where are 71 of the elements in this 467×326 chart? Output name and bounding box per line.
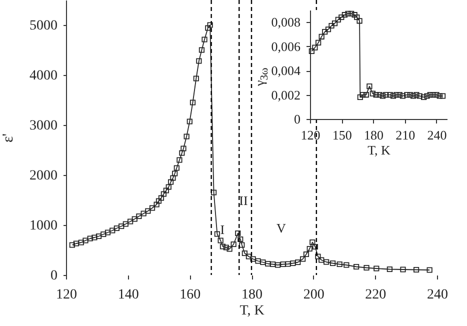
point — [407, 92, 413, 98]
y-tick-label: 0,004 — [271, 63, 301, 78]
point — [390, 93, 396, 99]
point — [376, 92, 382, 98]
x-tick-label: 220 — [365, 288, 386, 302]
x-tick-label: 160 — [180, 288, 201, 302]
point — [342, 12, 348, 18]
point — [363, 92, 369, 98]
point — [383, 92, 389, 98]
point — [325, 26, 332, 32]
y-tick-label: 0,002 — [271, 87, 300, 102]
point — [414, 92, 420, 98]
y-tick-label: 2000 — [30, 168, 58, 184]
point — [312, 44, 318, 50]
point — [308, 48, 314, 54]
point — [440, 93, 446, 99]
point — [322, 29, 328, 35]
point — [434, 92, 440, 98]
point — [352, 12, 358, 18]
point — [360, 92, 366, 98]
y-tick-label: 0 — [50, 268, 58, 284]
point — [328, 22, 334, 29]
x-tick-label: 240 — [427, 128, 447, 142]
x-tick-label: 150 — [332, 128, 352, 142]
point — [400, 93, 406, 99]
point — [332, 20, 338, 26]
point — [427, 92, 433, 98]
point — [316, 40, 322, 46]
y-tick-label: 0,006 — [271, 38, 301, 54]
point — [366, 84, 372, 90]
x-tick-label: 200 — [303, 288, 324, 302]
point — [348, 10, 354, 16]
x-tick-label: 120 — [300, 128, 320, 142]
y-tick-label: 4000 — [30, 68, 58, 84]
annotation: II — [239, 193, 248, 208]
x-tick-label: 120 — [56, 288, 77, 302]
point — [380, 93, 386, 99]
annotation: I — [220, 222, 225, 237]
point — [421, 94, 427, 100]
point — [424, 93, 430, 99]
point — [338, 14, 344, 20]
point — [335, 16, 341, 22]
y-tick-label: 3000 — [30, 118, 58, 134]
point — [345, 10, 351, 16]
annotation: V — [276, 220, 286, 236]
y-axis-title: ε' — [0, 133, 16, 143]
y-tick-label: 5000 — [30, 18, 58, 34]
point — [410, 93, 416, 99]
point — [356, 18, 362, 24]
x-axis-title: T, K — [240, 304, 264, 318]
y-tick-label: 0,008 — [271, 14, 300, 30]
x-tick-label: 180 — [364, 128, 384, 142]
point — [354, 14, 360, 20]
point — [373, 92, 379, 98]
x-axis-title: T, K — [368, 142, 392, 158]
point — [357, 94, 363, 100]
point — [404, 92, 410, 98]
x-tick-label: 180 — [242, 288, 262, 302]
x-tick-label: 240 — [427, 288, 448, 302]
y-tick-label: 1000 — [30, 218, 58, 234]
x-tick-label: 210 — [396, 128, 416, 142]
point — [318, 34, 324, 40]
point — [430, 92, 436, 98]
y-tick-label: 0 — [294, 112, 300, 126]
point — [387, 92, 393, 98]
point — [416, 93, 422, 99]
point — [370, 90, 376, 96]
point — [394, 92, 400, 98]
point — [396, 92, 402, 98]
point — [436, 93, 442, 99]
x-tick-label: 140 — [118, 288, 139, 302]
